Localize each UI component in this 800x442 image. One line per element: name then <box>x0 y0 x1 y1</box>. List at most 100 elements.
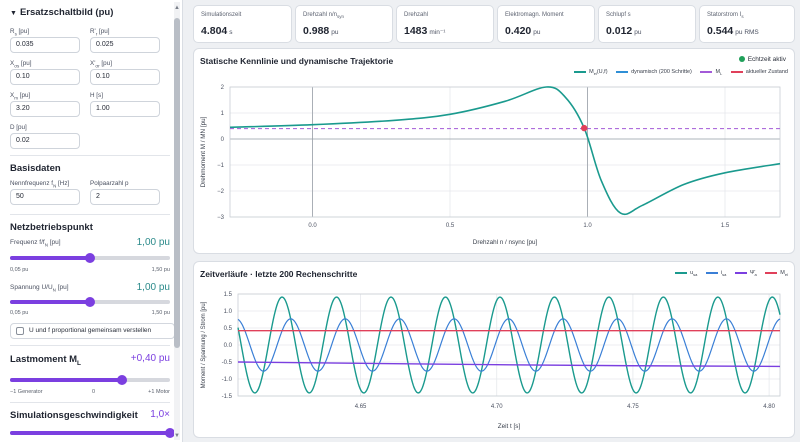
param-input[interactable]: 50 <box>10 189 80 205</box>
metric-card: Statorstrom Is 0.544 pu RMS <box>699 5 795 43</box>
param-label: R'r [pu] <box>90 28 110 37</box>
y-tick-label: 2 <box>221 85 225 91</box>
chart1-svg: 2 1 0 −1 −2 −3 0.0 0.5 1.0 1.5 Drehzahl n / nsync … <box>200 85 781 246</box>
metric-unit: pu RMS <box>735 29 759 36</box>
scroll-down-icon[interactable]: ▼ <box>174 433 180 439</box>
live-indicator: Echtzeit aktiv <box>738 56 786 63</box>
y-tick-label: 0 <box>221 137 225 143</box>
param-input[interactable]: 0.035 <box>10 37 80 53</box>
metric-card: Schlupf s 0.012 pu <box>598 5 696 43</box>
x-tick-label: 0.0 <box>308 223 317 229</box>
section-last-title: Lastmoment ML <box>10 354 82 367</box>
voltage-value: 1,00 pu <box>136 282 170 293</box>
voltage-label: Spannung U/UN [pu] <box>10 284 69 293</box>
section-sim-title: Simulationsgeschwindigkeit <box>10 410 138 421</box>
metric-unit: pu <box>331 29 339 36</box>
legend-item-mel: Mel <box>765 270 788 277</box>
section-ersatz-title[interactable]: ▼ Ersatzschaltbild (pu) <box>10 7 114 18</box>
param-input[interactable]: 0.02 <box>10 133 80 149</box>
voltage-min: 0,05 pu <box>10 310 29 316</box>
voltage-max: 1,50 pu <box>151 310 170 316</box>
metric-value: 0.420 pu <box>505 25 541 37</box>
chart1-legend: Mel(U,f) dynamisch (200 Schritte) ML akt… <box>567 69 788 76</box>
metric-value: 0.012 pu <box>606 25 642 37</box>
frequency-slider[interactable] <box>10 253 170 263</box>
metric-value: 4.804 s <box>201 25 233 37</box>
frequency-max: 1,50 pu <box>151 267 170 273</box>
metric-unit: pu <box>634 29 642 36</box>
sim-speed-slider[interactable] <box>10 428 175 438</box>
param-input[interactable]: 2 <box>90 189 160 205</box>
param-label: Nennfrequenz fN [Hz] <box>10 180 70 189</box>
scroll-up-icon[interactable]: ▲ <box>174 5 180 11</box>
frequency-slider-thumb[interactable] <box>85 253 95 263</box>
voltage-slider-fill <box>10 300 90 304</box>
sim-speed-slider-fill <box>10 431 170 435</box>
param-label: X'σr [pu] <box>90 60 112 69</box>
load-torque-max: +1 Motor <box>148 389 170 395</box>
divider <box>10 345 170 346</box>
section-basis-title: Basisdaten <box>10 163 61 174</box>
metric-card: Elektromagn. Moment 0.420 pu <box>497 5 595 43</box>
load-torque-mid: 0 <box>92 389 96 395</box>
divider <box>10 214 170 215</box>
proportional-checkbox-row[interactable]: U und f proportional gemeinsam verstelle… <box>10 323 175 339</box>
psi-series-line <box>237 361 781 368</box>
y-tick-label: 0.0 <box>224 343 233 349</box>
scrollbar-thumb[interactable] <box>174 18 180 348</box>
x-tick-label: 4.80 <box>763 404 775 410</box>
y-tick-label: 1.0 <box>224 309 233 315</box>
section-netz-title: Netzbetriebspunkt <box>10 222 93 233</box>
isa-series-line <box>237 318 781 372</box>
static-characteristic-panel: Statische Kennlinie und dynamische Traje… <box>193 48 795 254</box>
y-axis-label: Drehmoment M / MN [pu] <box>200 116 207 187</box>
chart2-svg: 1.5 1.0 0.5 0.0 -0.5 -1.0 -1.5 4.65 4.70 4.75 4.80… <box>201 292 781 430</box>
metric-value: 0.544 pu RMS <box>707 25 759 37</box>
load-torque-slider[interactable] <box>10 375 170 385</box>
x-tick-label: 4.70 <box>491 404 503 410</box>
load-torque-slider-thumb[interactable] <box>117 375 127 385</box>
param-label: D [pu] <box>10 124 27 131</box>
param-label: Polpaarzahl p <box>90 180 129 187</box>
proportional-checkbox[interactable] <box>16 327 24 335</box>
y-tick-label: −2 <box>217 189 225 195</box>
collapse-triangle-icon[interactable]: ▼ <box>10 10 17 17</box>
y-axis-label: Moment / Spannung / Strom [pu] <box>201 301 207 388</box>
metric-card: Simulationszeit 4.804 s <box>193 5 292 43</box>
param-input[interactable]: 0.10 <box>10 69 80 85</box>
legend-item-state: aktueller Zustand <box>730 69 788 75</box>
metric-label: Schlupf s <box>606 12 631 18</box>
panel-title: Statische Kennlinie und dynamische Traje… <box>200 56 394 66</box>
param-input[interactable]: 0.025 <box>90 37 160 53</box>
metric-label: Drehzahl <box>404 12 429 18</box>
sidebar-scrollbar[interactable]: ▲ ▼ <box>174 2 180 440</box>
x-tick-label: 0.5 <box>446 223 455 229</box>
param-input[interactable]: 0.10 <box>90 69 160 85</box>
x-axis-label: Zeit t [s] <box>498 423 521 430</box>
legend-item-load: ML <box>700 69 722 76</box>
voltage-slider[interactable] <box>10 297 170 307</box>
time-series-panel: Zeitverläufe · letzte 200 Rechenschritte… <box>193 261 795 438</box>
y-tick-label: 1.5 <box>224 292 233 298</box>
metric-label: Drehzahl n/nsyn <box>303 12 345 20</box>
live-dot-icon <box>738 56 745 63</box>
metric-unit: min⁻¹ <box>429 29 446 36</box>
sim-speed-slider-thumb[interactable] <box>165 428 175 438</box>
y-tick-label: 1 <box>221 111 225 117</box>
param-label: Xm [pu] <box>10 92 31 101</box>
param-input[interactable]: 3.20 <box>10 101 80 117</box>
x-tick-label: 1.5 <box>721 223 730 229</box>
sidebar: ▼ Ersatzschaltbild (pu) Rs [pu] 0.035 R'r [… <box>0 0 183 442</box>
metric-card: Drehzahl 1483 min⁻¹ <box>396 5 494 43</box>
y-tick-label: -0.5 <box>222 360 233 366</box>
load-torque-slider-fill <box>10 378 122 382</box>
current-state-point <box>581 124 588 132</box>
param-label: Xσs [pu] <box>10 60 32 69</box>
param-input[interactable]: 1.00 <box>90 101 160 117</box>
legend-item-dynamic: dynamisch (200 Schritte) <box>616 69 692 75</box>
metric-label: Statorstrom Is <box>707 12 744 20</box>
y-tick-label: 0.5 <box>224 326 233 332</box>
voltage-slider-thumb[interactable] <box>85 297 95 307</box>
param-label: Rs [pu] <box>10 28 30 37</box>
frequency-min: 0,05 pu <box>10 267 29 273</box>
